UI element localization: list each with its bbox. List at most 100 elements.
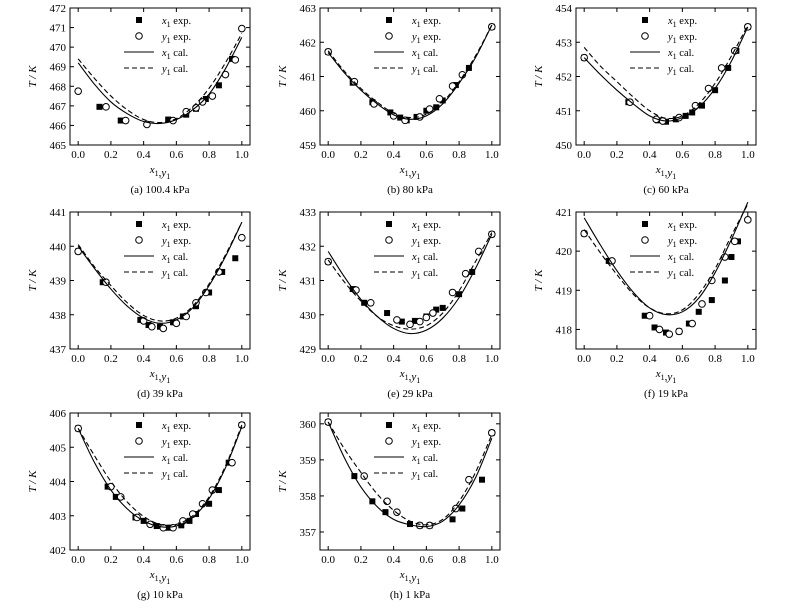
x1-exp-point [232,255,239,262]
y-tick-label: 452 [556,72,573,84]
x1-exp-point [459,505,466,512]
x-tick-label: 0.2 [104,149,118,161]
x-tick-label: 0.6 [169,149,183,161]
y1-exp-point [698,300,706,308]
x-tick-label: 0.4 [643,149,657,161]
y1-exp-point [383,497,391,506]
panel-caption: (a) 100.4 kPa [131,184,190,196]
x1-calc-curve [77,37,243,125]
legend-entry-label: x1 cal. [411,453,438,466]
x1-exp-point [407,521,413,528]
chart-panel: 429 430 431 432 433 0.0 0.2 0.4 0.6 0.8 1.0 T / K x1… [277,207,501,400]
x-tick-label: 0.2 [610,353,624,365]
y1-exp-point [238,233,246,242]
x-tick-label: 0.4 [387,149,401,161]
y-axis-label: T / K [277,269,289,291]
legend-entry-label: y1 cal. [161,268,188,281]
legend-entry-label: x1 cal. [161,453,188,466]
y-tick-label: 357 [300,527,317,539]
x1-exp-point [469,268,476,275]
legend-circle-marker [385,32,393,40]
y-axis-label: T / K [27,65,39,87]
x1-exp-point [411,317,418,324]
x1-calc-curve [77,426,243,528]
x-tick-label: 1.0 [485,149,499,161]
y1-exp-point [159,324,168,333]
y1-exp-point [704,84,713,93]
x-axis-label: x1,y1 [399,368,421,385]
legend: x1 exp. y1 exp. x1 cal. y1 cal. [374,421,441,482]
y1-exp-point [717,64,726,72]
x1-exp-point [96,103,103,110]
y-tick-label: 454 [556,3,573,15]
legend-entry-label: y1 exp. [161,437,191,450]
x1-exp-point [215,82,222,89]
legend-square-marker [642,221,648,227]
x1-exp-point [186,517,193,524]
x-tick-label: 0.0 [71,149,85,161]
y-tick-label: 471 [50,23,67,35]
panel-caption: (e) 29 kPa [387,388,432,400]
x-tick-label: 1.0 [235,149,249,161]
y-tick-label: 462 [300,37,317,49]
x1-exp-point [479,476,485,483]
x-tick-label: 0.8 [452,353,466,365]
x-axis-label: x1,y1 [149,164,171,181]
y1-exp-point [675,327,683,336]
legend-square-marker [136,422,142,428]
y-tick-label: 429 [300,344,317,356]
y1-calc-curve [77,222,243,322]
y1-calc-curve [77,33,243,124]
y-tick-label: 463 [300,3,317,15]
x-tick-label: 0.6 [419,554,433,566]
x-tick-label: 0.8 [708,149,722,161]
y-tick-label: 359 [300,455,317,467]
y-tick-label: 469 [50,62,67,74]
y1-exp-point [238,24,246,33]
plot-frame [575,211,757,350]
legend-entry-label: y1 cal. [667,268,694,281]
y1-calc-curve [327,421,493,526]
y-tick-label: 441 [50,207,67,219]
y-axis-label: T / K [533,65,545,87]
x-tick-label: 0.4 [137,554,151,566]
y-tick-label: 460 [300,106,317,118]
legend-square-marker [386,221,392,227]
y1-exp-point [645,311,654,320]
x1-exp-point [641,312,648,319]
x-axis-label: x1,y1 [399,569,421,586]
y-tick-label: 437 [50,344,67,356]
legend: x1 exp. y1 exp. x1 cal. y1 cal. [124,16,191,77]
legend-circle-marker [641,32,649,40]
chart-panel: 450 451 452 453 454 0.0 0.2 0.4 0.6 0.8 1.0 T / K x1… [533,3,757,196]
y-tick-label: 453 [556,37,573,49]
x-tick-label: 0.8 [708,353,722,365]
y-tick-label: 404 [50,477,67,489]
y1-calc-curve [583,203,749,315]
y1-exp-point [474,247,483,256]
legend-entry-label: x1 exp. [411,16,441,29]
y-tick-label: 420 [556,246,573,258]
x-tick-label: 0.4 [387,353,401,365]
y-tick-label: 402 [50,545,67,557]
y1-calc-curve [583,24,749,120]
y1-calc-curve [327,24,493,119]
legend-entry-label: y1 exp. [411,32,441,45]
legend-entry-label: x1 cal. [161,252,188,265]
x-tick-label: 0.4 [387,554,401,566]
x-tick-label: 0.8 [202,353,216,365]
y-tick-label: 450 [556,140,573,152]
y1-exp-point [655,325,664,334]
y1-exp-point [665,330,674,338]
y-axis-label: T / K [27,269,39,291]
x-axis-label: x1,y1 [149,569,171,586]
legend-square-marker [386,422,392,428]
y-tick-label: 403 [50,511,67,523]
legend-circle-marker [135,32,143,40]
legend-entry-label: y1 cal. [161,64,188,77]
legend-square-marker [136,221,142,227]
y-tick-label: 421 [556,207,573,219]
x1-exp-point [721,277,728,284]
y1-calc-curve [77,424,243,526]
y-tick-label: 461 [300,72,317,84]
